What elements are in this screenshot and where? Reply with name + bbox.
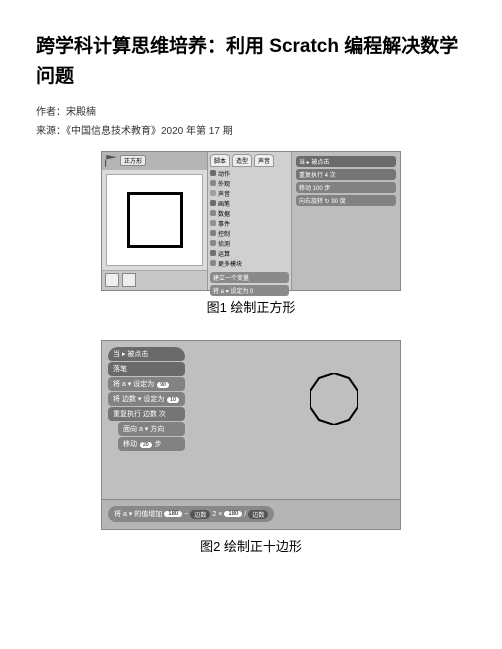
block-value[interactable]: 90 — [157, 382, 169, 388]
fig1-caption: 图1 绘制正方形 — [207, 297, 296, 316]
category-item[interactable]: 侦测 — [210, 239, 289, 248]
category-dot-icon — [210, 220, 216, 226]
formula-180a: 180 — [164, 511, 182, 517]
formula-div: / — [244, 511, 246, 518]
category-label: 运算 — [218, 249, 230, 258]
block-text: 步 — [153, 441, 162, 448]
source-line: 来源：《中国信息技术教育》2020 年第 17 期 — [36, 122, 466, 137]
category-label: 画笔 — [218, 199, 230, 208]
category-label: 动作 — [218, 169, 230, 178]
category-item[interactable]: 动作 — [210, 169, 289, 178]
category-item[interactable]: 画笔 — [210, 199, 289, 208]
tab-sounds[interactable]: 声音 — [254, 154, 274, 167]
fig1-palette: 脚本 造型 声音 动作外观声音画笔数据事件控制侦测运算更多模块 建立一个变量将 … — [208, 152, 292, 290]
category-dot-icon — [210, 200, 216, 206]
category-dot-icon — [210, 190, 216, 196]
fig2-caption: 图2 绘制正十边形 — [200, 536, 302, 555]
category-label: 数据 — [218, 209, 230, 218]
category-label: 更多模块 — [218, 259, 242, 268]
script-block[interactable]: 向右旋转 ↻ 90 度 — [296, 195, 396, 206]
category-dot-icon — [210, 180, 216, 186]
category-dot-icon — [210, 170, 216, 176]
figure-2: 当 ▸ 被点击落笔将 a ▾ 设定为 90将 边数 ▾ 设定为 10重复执行 边… — [36, 340, 466, 565]
category-dot-icon — [210, 230, 216, 236]
category-item[interactable]: 更多模块 — [210, 259, 289, 268]
category-item[interactable]: 外观 — [210, 179, 289, 188]
author-line: 作者：宋殿楠 — [36, 103, 466, 118]
script-block[interactable]: 当 ▸ 被点击 — [296, 156, 396, 167]
page-title: 跨学科计算思维培养：利用 Scratch 编程解决数学问题 — [36, 32, 466, 93]
category-label: 侦测 — [218, 239, 230, 248]
script-block[interactable]: 移动 20 步 — [118, 437, 185, 451]
category-label: 事件 — [218, 219, 230, 228]
formula-times: × — [218, 511, 222, 518]
fig2-script-stack: 当 ▸ 被点击落笔将 a ▾ 设定为 90将 边数 ▾ 设定为 10重复执行 边… — [108, 347, 185, 451]
sprite-thumb — [122, 273, 136, 287]
category-label: 外观 — [218, 179, 230, 188]
script-block[interactable]: 将 边数 ▾ 设定为 10 — [108, 392, 185, 406]
category-label: 声音 — [218, 189, 230, 198]
block-value[interactable]: 10 — [167, 397, 179, 403]
fig2-stage: 当 ▸ 被点击落笔将 a ▾ 设定为 90将 边数 ▾ 设定为 10重复执行 边… — [102, 341, 400, 499]
figure-1: 正方形 脚本 造型 声音 动作外观声音画笔数据事件控制侦测运算更多模块 建立一个… — [36, 151, 466, 326]
palette-block[interactable]: 将 a ▾ 设定为 0 — [210, 285, 289, 296]
script-block[interactable]: 将 a ▾ 设定为 90 — [108, 377, 185, 391]
category-item[interactable]: 事件 — [210, 219, 289, 228]
sprite-thumb — [105, 273, 119, 287]
tab-scripts[interactable]: 脚本 — [210, 154, 230, 167]
fig2-frame: 当 ▸ 被点击落笔将 a ▾ 设定为 90将 边数 ▾ 设定为 10重复执行 边… — [101, 340, 401, 530]
formula-block[interactable]: 将 a ▾ 的值增加 180 − 边数 2 × 180 / 边数 — [108, 506, 274, 522]
category-list: 动作外观声音画笔数据事件控制侦测运算更多模块 — [210, 169, 289, 268]
fig1-frame: 正方形 脚本 造型 声音 动作外观声音画笔数据事件控制侦测运算更多模块 建立一个… — [101, 151, 401, 291]
script-block[interactable]: 面向 a ▾ 方向 — [118, 422, 185, 436]
formula-prefix: 将 a ▾ 的值增加 — [114, 509, 162, 519]
block-text: 将 边数 ▾ 设定为 — [113, 396, 166, 403]
formula-minus2: 2 — [212, 511, 216, 518]
square-shape — [127, 192, 183, 248]
block-text: 移动 — [123, 441, 139, 448]
decagon-shape — [310, 373, 358, 425]
formula-inner-b: 边数 — [248, 510, 268, 519]
tab-costumes[interactable]: 造型 — [232, 154, 252, 167]
fig2-bottom-bar: 将 a ▾ 的值增加 180 − 边数 2 × 180 / 边数 — [102, 499, 400, 529]
category-label: 控制 — [218, 229, 230, 238]
fig1-title-tab: 正方形 — [120, 155, 146, 166]
category-item[interactable]: 声音 — [210, 189, 289, 198]
script-block[interactable]: 移动 100 步 — [296, 182, 396, 193]
fig1-header: 正方形 — [102, 152, 207, 170]
formula-minus: − — [184, 511, 188, 518]
block-value[interactable]: 20 — [140, 442, 152, 448]
formula-inner-a: 边数 — [190, 510, 210, 519]
script-block[interactable]: 当 ▸ 被点击 — [108, 347, 185, 361]
category-item[interactable]: 控制 — [210, 229, 289, 238]
block-text: 将 a ▾ 设定为 — [113, 381, 156, 388]
fig1-stage — [106, 174, 203, 266]
palette-block[interactable]: 建立一个变量 — [210, 272, 289, 283]
category-dot-icon — [210, 240, 216, 246]
category-dot-icon — [210, 260, 216, 266]
fig1-sprite-row — [102, 270, 207, 290]
fig1-script-area: 当 ▸ 被点击重复执行 4 次移动 100 步向右旋转 ↻ 90 度 — [292, 152, 400, 290]
category-item[interactable]: 运算 — [210, 249, 289, 258]
formula-180b: 180 — [224, 511, 242, 517]
category-item[interactable]: 数据 — [210, 209, 289, 218]
category-dot-icon — [210, 250, 216, 256]
flag-icon — [105, 155, 117, 167]
fig1-mid-blocks: 建立一个变量将 a ▾ 设定为 0 — [210, 272, 289, 296]
script-block[interactable]: 重复执行 4 次 — [296, 169, 396, 180]
fig1-tabs: 脚本 造型 声音 — [210, 154, 289, 167]
fig1-stage-panel: 正方形 — [102, 152, 208, 290]
category-dot-icon — [210, 210, 216, 216]
script-block[interactable]: 落笔 — [108, 362, 185, 376]
script-block[interactable]: 重复执行 边数 次 — [108, 407, 185, 421]
